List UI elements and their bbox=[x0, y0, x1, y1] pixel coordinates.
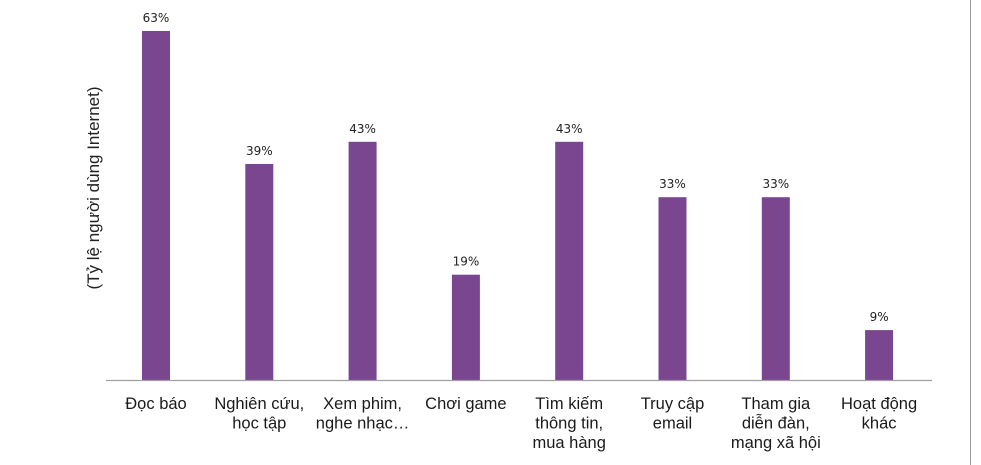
category-label-3: Xem phim, nghe nhạc… bbox=[316, 395, 410, 433]
bar-6 bbox=[658, 197, 687, 380]
data-label-1: 63% bbox=[143, 11, 170, 25]
data-label-8: 9% bbox=[870, 310, 889, 324]
bar-3 bbox=[348, 141, 377, 380]
data-label-3: 43% bbox=[349, 122, 376, 136]
data-label-4: 19% bbox=[453, 255, 480, 269]
category-label-5: Tìm kiếm thông tin, mua hàng bbox=[533, 395, 606, 452]
bars-group bbox=[142, 31, 894, 380]
data-label-5: 43% bbox=[556, 122, 583, 136]
frame-border bbox=[970, 0, 971, 465]
bar-5 bbox=[555, 141, 584, 380]
bar-7 bbox=[761, 197, 790, 380]
bar-1 bbox=[142, 31, 170, 380]
y-axis-label: (Tỷ lệ người dùng Internet) bbox=[84, 86, 103, 289]
data-label-6: 33% bbox=[659, 177, 686, 191]
labels-group: 63% Đọc báo 39% Nghiên cứu, học tập 43% Xem ph… bbox=[125, 11, 917, 452]
category-label-7: Tham gia diễn đàn, mạng xã hội bbox=[731, 395, 821, 452]
bar-2 bbox=[245, 164, 274, 380]
data-label-7: 33% bbox=[762, 177, 789, 191]
category-label-2: Nghiên cứu, học tập bbox=[214, 395, 304, 433]
bar-8 bbox=[865, 330, 894, 380]
category-label-4: Chơi game bbox=[425, 395, 506, 413]
category-label-1: Đọc báo bbox=[125, 395, 186, 413]
category-label-6: Truy cập email bbox=[641, 395, 705, 433]
bar-4 bbox=[451, 274, 480, 380]
category-label-8: Hoạt động khác bbox=[841, 395, 917, 433]
data-label-2: 39% bbox=[246, 144, 273, 158]
